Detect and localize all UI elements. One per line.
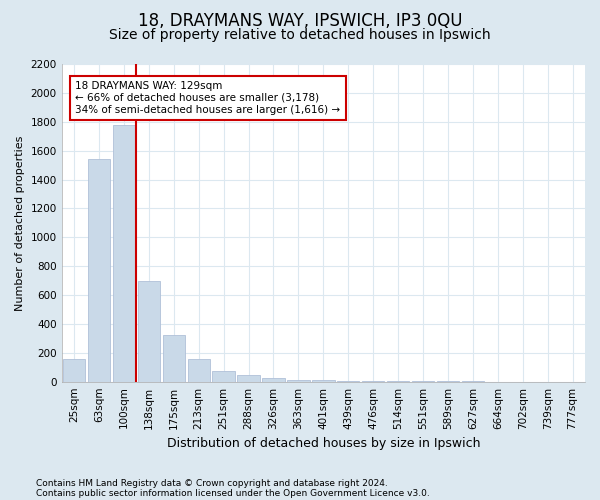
Bar (63, 358, 85, 382)
Bar (262, 378, 285, 382)
Y-axis label: Number of detached properties: Number of detached properties (15, 135, 25, 310)
Text: Contains HM Land Registry data © Crown copyright and database right 2024.: Contains HM Land Registry data © Crown c… (36, 478, 388, 488)
Text: Size of property relative to detached houses in Ipswich: Size of property relative to detached ho… (109, 28, 491, 42)
Bar (287, 380, 310, 382)
Bar (212, 371, 235, 382)
Bar (137, 280, 160, 382)
Bar (362, 381, 385, 382)
Bar (188, 358, 210, 382)
Bar (88, 160, 110, 382)
X-axis label: Distribution of detached houses by size in Ipswich: Distribution of detached houses by size … (167, 437, 480, 450)
Text: Contains public sector information licensed under the Open Government Licence v3: Contains public sector information licen… (36, 488, 430, 498)
Bar (312, 380, 335, 382)
Text: 18, DRAYMANS WAY, IPSWICH, IP3 0QU: 18, DRAYMANS WAY, IPSWICH, IP3 0QU (138, 12, 462, 30)
Bar (238, 375, 260, 382)
Text: 18 DRAYMANS WAY: 129sqm
← 66% of detached houses are smaller (3,178)
34% of semi: 18 DRAYMANS WAY: 129sqm ← 66% of detache… (76, 82, 340, 114)
Bar (113, 124, 135, 382)
Bar (163, 336, 185, 382)
Bar (337, 381, 359, 382)
